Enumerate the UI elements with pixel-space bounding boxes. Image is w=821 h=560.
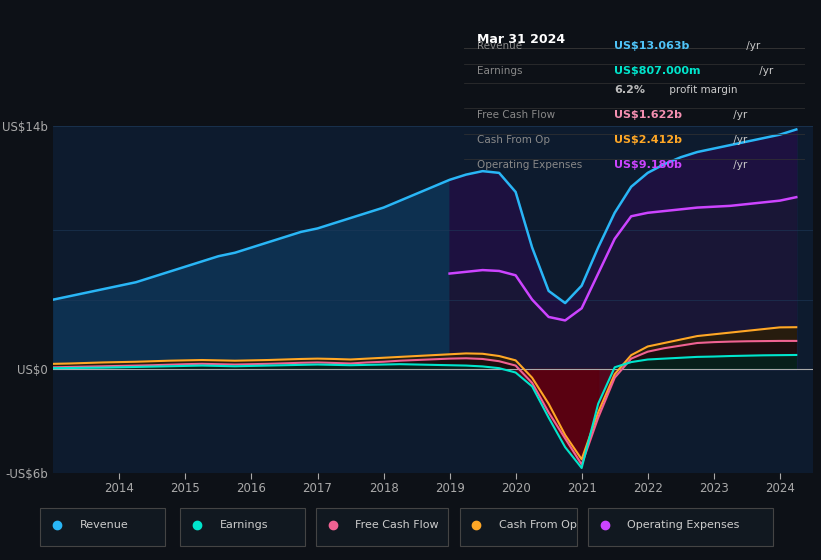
Text: US$1.622b: US$1.622b [614,110,681,120]
Text: profit margin: profit margin [666,85,737,95]
FancyBboxPatch shape [316,508,448,546]
Text: US$807.000m: US$807.000m [614,66,700,76]
Text: Free Cash Flow: Free Cash Flow [478,110,556,120]
Text: Mar 31 2024: Mar 31 2024 [478,33,566,46]
FancyBboxPatch shape [40,508,165,546]
Text: Cash From Op: Cash From Op [478,135,551,145]
Text: Earnings: Earnings [478,66,523,76]
FancyBboxPatch shape [588,508,773,546]
FancyBboxPatch shape [460,508,576,546]
Text: 6.2%: 6.2% [614,85,644,95]
FancyBboxPatch shape [180,508,305,546]
Text: Earnings: Earnings [219,520,268,530]
Text: Revenue: Revenue [80,520,128,530]
Text: /yr: /yr [731,135,748,145]
Text: /yr: /yr [731,160,748,170]
Text: Operating Expenses: Operating Expenses [478,160,583,170]
Text: /yr: /yr [731,110,748,120]
Text: /yr: /yr [743,40,760,50]
Text: US$13.063b: US$13.063b [614,40,689,50]
Text: Free Cash Flow: Free Cash Flow [355,520,439,530]
Text: Revenue: Revenue [478,40,523,50]
Text: Cash From Op: Cash From Op [499,520,576,530]
Text: Operating Expenses: Operating Expenses [627,520,740,530]
Text: US$2.412b: US$2.412b [614,135,681,145]
Text: /yr: /yr [756,66,773,76]
Text: US$9.180b: US$9.180b [614,160,681,170]
